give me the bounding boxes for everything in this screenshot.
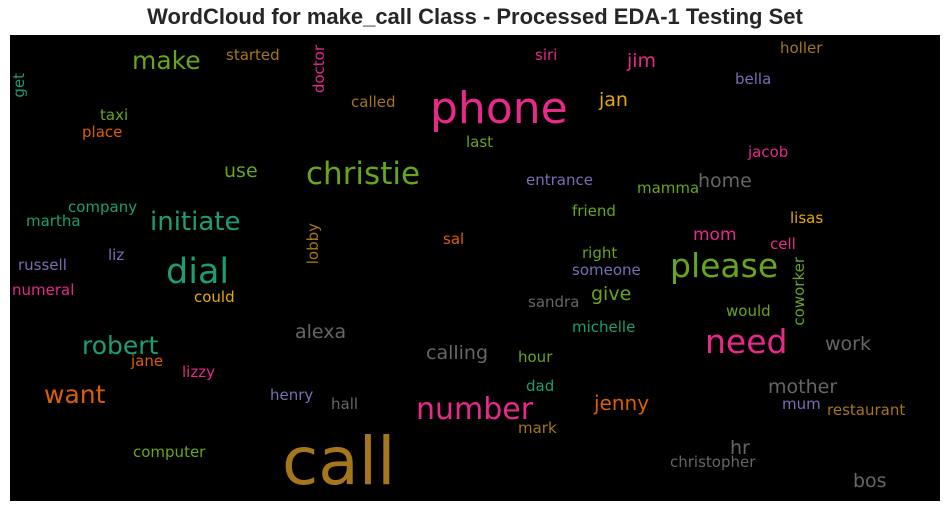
word-company: company — [68, 198, 138, 216]
word-called: called — [351, 93, 396, 111]
word-hr: hr — [730, 437, 750, 459]
word-number: number — [416, 392, 534, 427]
word-could: could — [194, 288, 235, 306]
word-siri: siri — [535, 46, 558, 64]
word-christie: christie — [306, 156, 421, 192]
word-michelle: michelle — [572, 318, 636, 336]
word-mamma: mamma — [637, 179, 700, 197]
word-phone: phone — [430, 83, 568, 134]
word-make: make — [132, 46, 201, 75]
word-mom: mom — [693, 225, 737, 245]
word-lisas: lisas — [790, 209, 824, 227]
word-russell: russell — [18, 256, 67, 274]
word-jacob: jacob — [748, 143, 789, 161]
word-martha: martha — [26, 212, 81, 230]
word-cell: cell — [770, 235, 796, 253]
word-holler: holler — [780, 39, 823, 57]
word-liz: liz — [108, 246, 125, 264]
word-home: home — [698, 170, 752, 192]
word-hour: hour — [518, 348, 553, 366]
word-would: would — [726, 302, 771, 320]
word-right: right — [582, 244, 618, 262]
word-alexa: alexa — [295, 321, 347, 343]
word-use: use — [224, 160, 258, 182]
word-bella: bella — [735, 70, 772, 88]
word-computer: computer — [133, 443, 206, 461]
word-hall: hall — [331, 395, 359, 413]
word-sandra: sandra — [528, 293, 580, 311]
word-bos: bos — [853, 470, 887, 492]
word-doctor: doctor — [310, 45, 328, 94]
word-someone: someone — [572, 261, 641, 279]
word-call: call — [282, 423, 396, 500]
word-lobby: lobby — [304, 223, 322, 265]
word-jane: jane — [131, 352, 164, 370]
word-dial: dial — [166, 252, 230, 292]
word-restaurant: restaurant — [827, 401, 906, 419]
word-numeral: numeral — [12, 281, 75, 299]
word-get: get — [10, 73, 28, 98]
word-dad: dad — [526, 377, 555, 395]
word-jan: jan — [599, 89, 628, 111]
word-calling: calling — [426, 342, 489, 364]
word-taxi: taxi — [100, 106, 129, 124]
word-henry: henry — [270, 386, 314, 404]
word-last: last — [466, 133, 494, 151]
word-jim: jim — [627, 50, 657, 72]
word-work: work — [825, 333, 871, 355]
word-mark: mark — [518, 419, 557, 437]
word-entrance: entrance — [526, 171, 593, 189]
word-started: started — [226, 46, 280, 64]
word-jenny: jenny — [594, 391, 650, 415]
word-need: need — [705, 322, 788, 361]
word-mum: mum — [782, 395, 821, 413]
word-sal: sal — [443, 230, 465, 248]
word-place: place — [82, 123, 123, 141]
word-coworker: coworker — [790, 257, 808, 326]
chart-title: WordCloud for make_call Class - Processe… — [147, 4, 803, 29]
word-friend: friend — [572, 202, 616, 220]
word-christopher: christopher — [670, 453, 756, 471]
word-mother: mother — [768, 376, 838, 398]
word-please: please — [670, 246, 779, 285]
word-initiate: initiate — [150, 207, 241, 237]
word-robert: robert — [82, 331, 159, 360]
word-give: give — [591, 283, 632, 305]
word-cloud: call phone christie dial please need number ini… — [10, 35, 940, 501]
word-want: want — [44, 380, 106, 409]
word-lizzy: lizzy — [182, 363, 215, 381]
